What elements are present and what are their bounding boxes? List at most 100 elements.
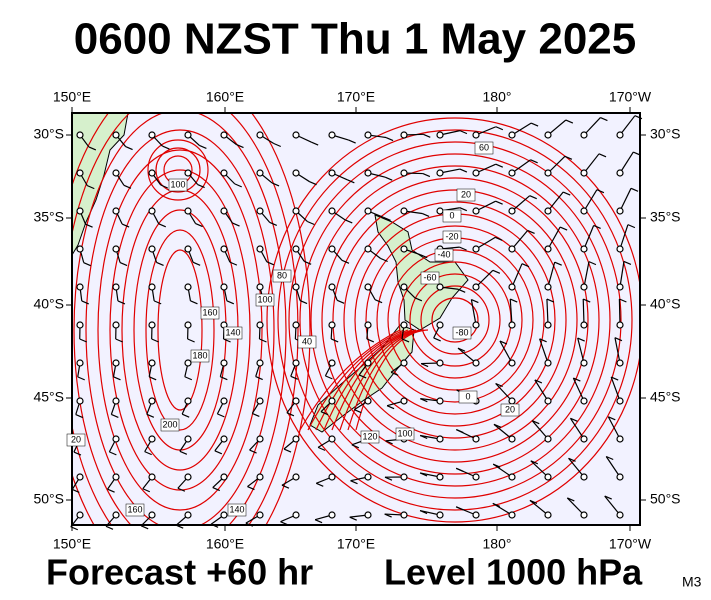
barb-station xyxy=(400,397,408,405)
barb-station xyxy=(472,435,480,443)
barb-feather xyxy=(255,375,263,381)
barb-station xyxy=(436,131,444,139)
barb-feather xyxy=(87,185,95,190)
contour-label: -60 xyxy=(423,272,436,282)
barb-staff xyxy=(583,117,601,136)
barb-staff xyxy=(475,269,494,288)
barb-station xyxy=(184,131,192,139)
barb-station xyxy=(580,473,588,481)
contour-label-box xyxy=(168,178,188,192)
barb-feather xyxy=(350,480,358,485)
contour-label-box xyxy=(474,141,494,155)
barb-staff xyxy=(475,163,497,174)
barb-station xyxy=(292,359,300,367)
barb-station xyxy=(148,131,156,139)
contour-label-box xyxy=(66,433,86,447)
barb-feather xyxy=(121,223,130,228)
barb-feather xyxy=(197,183,205,189)
contour-label: 180 xyxy=(192,350,207,360)
barb-staff xyxy=(583,225,595,250)
barb-feather xyxy=(217,413,225,418)
wind-barbs xyxy=(70,115,643,531)
barb-feather xyxy=(492,269,501,274)
contour xyxy=(431,297,479,343)
lon-label-top: 160°E xyxy=(206,89,244,105)
barb-feather xyxy=(596,189,605,194)
contour-label-box xyxy=(360,430,380,444)
contour-label: -20 xyxy=(445,231,458,241)
barb-station xyxy=(508,435,516,443)
barb-station xyxy=(148,397,156,405)
barb-feather xyxy=(153,300,162,305)
barb-station xyxy=(256,321,264,329)
barb-feather xyxy=(358,374,367,379)
barb-feather xyxy=(380,257,388,263)
barb-staff xyxy=(610,376,621,402)
barb-station xyxy=(292,511,300,519)
barb-staff xyxy=(582,298,585,326)
barb-feather xyxy=(105,525,114,530)
barb-feather xyxy=(181,413,190,418)
barb-feather xyxy=(249,449,257,454)
contour-label-box xyxy=(227,503,247,517)
barb-staff xyxy=(511,159,531,174)
axes: 150°E 150°E 160°E 160°E 170°E 170°E 180° 180° 17… xyxy=(33,89,680,552)
barb-station xyxy=(436,435,444,443)
barb-feather xyxy=(226,300,235,305)
barb-staff xyxy=(511,263,523,288)
barb-station xyxy=(256,245,264,253)
barb-feather xyxy=(459,207,468,212)
barb-staff xyxy=(569,417,585,440)
barb-feather xyxy=(386,405,395,410)
barb-staff xyxy=(583,189,598,212)
contour-label: -40 xyxy=(437,249,450,259)
barb-station xyxy=(616,207,624,215)
barb-station xyxy=(112,321,120,329)
barb-feather xyxy=(123,184,132,189)
lon-label-bottom: 170°W xyxy=(609,536,652,552)
barb-station xyxy=(328,207,336,215)
barb-staff xyxy=(511,195,531,212)
barb-feather xyxy=(457,347,466,352)
barb-station xyxy=(148,283,156,291)
barb-station xyxy=(472,245,480,253)
barb-station xyxy=(544,359,552,367)
barb-feather xyxy=(494,236,503,241)
barb-station xyxy=(364,245,372,253)
barb-station xyxy=(184,207,192,215)
barb-feather xyxy=(310,141,319,146)
barb-feather xyxy=(271,182,280,187)
barb-station xyxy=(112,473,120,481)
barb-station xyxy=(364,359,372,367)
lat-label-right: 45°S xyxy=(650,389,681,405)
contours xyxy=(72,113,640,525)
barb-station xyxy=(508,245,516,253)
contour-label: 40 xyxy=(302,336,312,346)
barb-station xyxy=(256,283,264,291)
barb-station xyxy=(400,321,408,329)
barb-feather xyxy=(192,261,201,266)
lon-label-top: 150°E xyxy=(53,89,91,105)
barb-station xyxy=(364,511,372,519)
barb-feather xyxy=(77,376,85,381)
barb-feather xyxy=(283,448,292,453)
barb-feather xyxy=(421,212,430,218)
barb-feather xyxy=(455,506,464,511)
barb-feather xyxy=(570,417,578,422)
barb-station xyxy=(472,511,480,519)
barb-feather xyxy=(554,261,562,266)
barb-feather xyxy=(510,298,518,303)
barb-staff xyxy=(619,151,634,174)
barb-feather xyxy=(144,451,152,456)
barb-feather xyxy=(220,376,228,381)
barb-station xyxy=(436,359,444,367)
contour-label-box xyxy=(442,209,462,223)
barb-station xyxy=(544,511,552,519)
barb-staff xyxy=(547,155,566,174)
barb-station xyxy=(148,435,156,443)
barb-staff xyxy=(547,226,561,250)
barb-station xyxy=(256,207,264,215)
barb-feather xyxy=(336,299,345,304)
